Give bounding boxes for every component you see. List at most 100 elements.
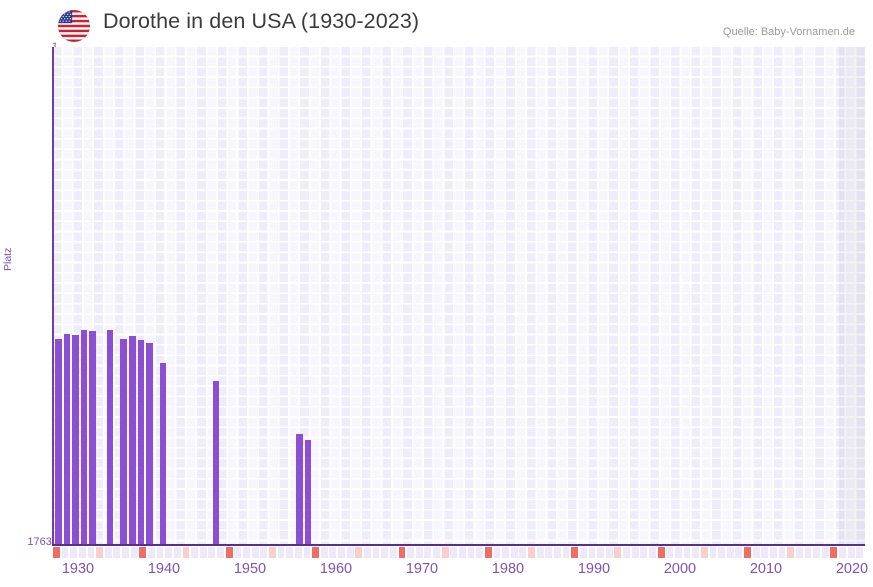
x-axis-tick-label: 2010 (749, 561, 783, 577)
tick-swatch-minor (623, 547, 630, 558)
tick-swatch-major (225, 547, 233, 558)
tick-swatch-minor (735, 547, 743, 558)
tick-swatch-minor (752, 547, 760, 558)
tick-swatch-minor (579, 547, 587, 558)
tick-swatch-minor (87, 547, 95, 558)
tick-swatch-minor (363, 547, 371, 558)
bar[interactable] (72, 335, 79, 545)
tick-swatch-minor (433, 547, 440, 558)
tick-swatch-major (657, 547, 665, 558)
tick-swatch-minor (726, 547, 734, 558)
tick-swatch-minor (519, 547, 527, 558)
tick-swatch-minor (709, 547, 717, 558)
tick-swatch-minor (372, 547, 380, 558)
tick-swatch-minor (303, 547, 311, 558)
tick-swatch-major (571, 547, 579, 558)
tick-swatch-minor (286, 547, 294, 558)
bar[interactable] (137, 340, 145, 545)
tick-swatch-minor (329, 547, 337, 558)
tick-swatch-minor (346, 547, 354, 558)
tick-swatch-minor (173, 547, 181, 558)
tick-swatch-minor (588, 547, 596, 558)
tick-swatch-minor (605, 547, 613, 558)
y-axis-line (52, 47, 54, 545)
y-axis-tick-bottom: 17633 (27, 536, 58, 548)
tick-swatch-minor (545, 547, 553, 558)
tick-swatch-minor (718, 547, 725, 558)
tick-swatch-minor (510, 547, 518, 558)
us-flag-icon (58, 10, 90, 42)
tick-swatch-minor (631, 547, 639, 558)
tick-swatch-minor (554, 547, 561, 558)
tick-swatch-minor (666, 547, 674, 558)
tick-swatch-minor (640, 547, 648, 558)
tick-swatch-minor (674, 547, 682, 558)
tick-swatch-major (139, 547, 147, 558)
tick-swatch-minor (122, 547, 129, 558)
bar[interactable] (80, 330, 88, 545)
bar[interactable] (55, 339, 62, 545)
bar[interactable] (120, 339, 127, 545)
tick-swatch-minor (208, 547, 216, 558)
tick-swatch-minor (476, 547, 484, 558)
tick-swatch-minor (649, 547, 656, 558)
bar[interactable] (89, 331, 96, 545)
bar[interactable] (146, 343, 153, 545)
plot-area (53, 47, 865, 545)
tick-swatch-half (441, 547, 449, 558)
tick-swatch-minor (320, 547, 328, 558)
tick-swatch-minor (415, 547, 423, 558)
x-axis-tick-label: 1930 (61, 561, 95, 577)
chart-title: Dorothe in den USA (1930-2023) (103, 9, 420, 33)
tick-swatch-minor (407, 547, 414, 558)
bar[interactable] (212, 381, 220, 545)
tick-swatch-minor (217, 547, 224, 558)
tick-swatch-major (744, 547, 751, 558)
tick-swatch-minor (294, 547, 302, 558)
tick-swatch-major (398, 547, 406, 558)
tick-swatch-minor (502, 547, 510, 558)
x-axis-tick-label: 1940 (147, 561, 181, 577)
tick-swatch-minor (692, 547, 700, 558)
tick-swatch-minor (847, 547, 855, 558)
tick-swatch-major (484, 547, 492, 558)
tick-swatch-half (268, 547, 276, 558)
y-axis-title: Platz (2, 247, 14, 271)
tick-swatch-minor (795, 547, 803, 558)
tick-swatch-half (96, 547, 104, 558)
tick-swatch-minor (234, 547, 242, 558)
chart-header: Dorothe in den USA (1930-2023) Quelle: B… (0, 0, 873, 47)
x-axis-tick-label: 1980 (491, 561, 525, 577)
no-data-shaded-region (839, 47, 865, 545)
tick-swatch-minor (199, 547, 207, 558)
bar[interactable] (106, 330, 114, 545)
bar[interactable] (159, 363, 167, 545)
x-axis-tick-label: 1960 (319, 561, 353, 577)
tick-swatch-minor (536, 547, 544, 558)
x-axis-tick-label: 1970 (405, 561, 439, 577)
tick-swatch-minor (148, 547, 155, 558)
tick-swatch-minor (78, 547, 86, 558)
tick-swatch-minor (113, 547, 121, 558)
x-axis-tick-label: 2020 (835, 561, 869, 577)
tick-swatch-minor (856, 547, 864, 558)
tick-swatch-minor (493, 547, 501, 558)
tick-swatch-major (312, 547, 319, 558)
tick-swatch-minor (260, 547, 268, 558)
tick-swatch-half (614, 547, 622, 558)
tick-swatch-minor (104, 547, 112, 558)
tick-swatch-major (53, 547, 60, 558)
tick-swatch-minor (813, 547, 820, 558)
x-axis-line (52, 544, 865, 546)
bar[interactable] (304, 440, 312, 545)
tick-swatch-half (787, 547, 795, 558)
tick-swatch-minor (839, 547, 846, 558)
bar[interactable] (63, 334, 71, 545)
tick-swatch-minor (70, 547, 78, 558)
bar[interactable] (296, 434, 303, 545)
tick-swatch-minor (467, 547, 475, 558)
tick-swatch-minor (597, 547, 605, 558)
bar[interactable] (129, 336, 136, 545)
tick-swatch-minor (761, 547, 769, 558)
